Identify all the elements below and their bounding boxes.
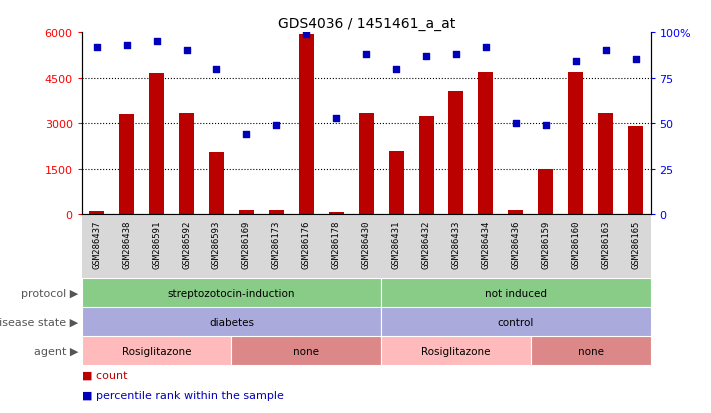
Bar (381, 308, 651, 337)
Text: ■ percentile rank within the sample: ■ percentile rank within the sample (82, 390, 284, 400)
Text: GSM286593: GSM286593 (212, 220, 221, 268)
Text: Rosiglitazone: Rosiglitazone (421, 346, 491, 356)
Point (390, 66, 402, 73)
Bar (538, 169, 553, 215)
Bar (358, 113, 374, 215)
Bar (232, 337, 381, 366)
Text: Rosiglitazone: Rosiglitazone (122, 346, 191, 356)
Bar (149, 74, 164, 215)
Point (480, 44, 491, 51)
Point (271, 122, 282, 129)
Point (510, 121, 522, 127)
Bar (531, 337, 651, 366)
Text: GSM286178: GSM286178 (332, 220, 341, 268)
Text: none: none (294, 346, 319, 356)
Point (91, 44, 102, 51)
Text: GSM286159: GSM286159 (541, 220, 550, 268)
Bar (381, 337, 531, 366)
Bar (568, 72, 583, 215)
Bar (179, 113, 194, 215)
Bar (508, 211, 523, 215)
Bar (269, 210, 284, 215)
Bar (449, 92, 464, 215)
Text: GSM286436: GSM286436 (511, 220, 520, 268)
Bar (381, 279, 651, 308)
Text: GSM286591: GSM286591 (152, 220, 161, 268)
Bar (90, 211, 105, 215)
Text: GSM286592: GSM286592 (182, 220, 191, 268)
Point (241, 131, 252, 138)
Point (331, 115, 342, 122)
Text: GSM286431: GSM286431 (392, 220, 400, 268)
Text: GSM286433: GSM286433 (451, 220, 461, 268)
Point (121, 43, 132, 49)
Point (630, 57, 641, 64)
Bar (419, 116, 434, 215)
Bar (239, 210, 254, 215)
Text: GSM286432: GSM286432 (422, 220, 431, 268)
Text: GSM286438: GSM286438 (122, 220, 131, 268)
Bar (328, 212, 343, 215)
Text: streptozotocin-induction: streptozotocin-induction (168, 288, 295, 298)
Text: GSM286165: GSM286165 (631, 220, 640, 268)
Bar (389, 151, 404, 215)
Text: disease state ▶: disease state ▶ (0, 317, 78, 327)
Point (540, 122, 552, 129)
Point (181, 48, 192, 55)
Bar (82, 308, 381, 337)
Text: GSM286430: GSM286430 (362, 220, 370, 268)
Bar (479, 72, 493, 215)
Text: diabetes: diabetes (209, 317, 254, 327)
Text: GSM286437: GSM286437 (92, 220, 101, 268)
Text: none: none (578, 346, 604, 356)
Point (210, 66, 222, 73)
Text: protocol ▶: protocol ▶ (21, 288, 78, 298)
Text: GSM286176: GSM286176 (301, 220, 311, 268)
Text: GSM286163: GSM286163 (602, 220, 610, 268)
Point (570, 59, 582, 65)
Point (301, 31, 312, 38)
Title: GDS4036 / 1451461_a_at: GDS4036 / 1451461_a_at (277, 17, 455, 31)
Point (600, 48, 611, 55)
Bar (209, 153, 224, 215)
Point (360, 52, 372, 58)
Text: GSM286160: GSM286160 (571, 220, 580, 268)
Point (151, 39, 162, 45)
Text: ■ count: ■ count (82, 370, 127, 380)
Text: not induced: not induced (485, 288, 547, 298)
Bar (598, 113, 613, 215)
Bar (628, 127, 643, 215)
Bar (82, 337, 232, 366)
Text: agent ▶: agent ▶ (34, 346, 78, 356)
Bar (119, 115, 134, 215)
Text: GSM286173: GSM286173 (272, 220, 281, 268)
Text: GSM286434: GSM286434 (481, 220, 491, 268)
Point (420, 53, 432, 60)
Text: control: control (498, 317, 534, 327)
Point (450, 52, 461, 58)
Text: GSM286169: GSM286169 (242, 220, 251, 268)
Bar (82, 279, 381, 308)
Bar (299, 35, 314, 215)
